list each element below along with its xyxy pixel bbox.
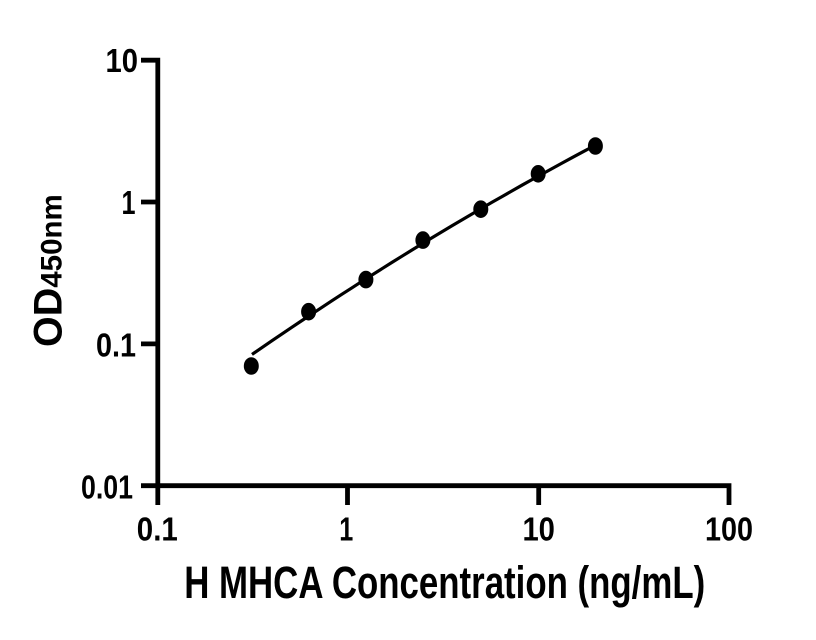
svg-text:0.1: 0.1 bbox=[137, 511, 178, 548]
svg-text:0.1: 0.1 bbox=[96, 326, 136, 363]
svg-text:100: 100 bbox=[705, 511, 753, 548]
svg-text:OD450nm: OD450nm bbox=[27, 194, 71, 347]
svg-text:H MHCA Concentration (ng/mL): H MHCA Concentration (ng/mL) bbox=[184, 557, 705, 608]
svg-text:0.01: 0.01 bbox=[81, 468, 133, 505]
svg-text:10: 10 bbox=[106, 42, 139, 79]
svg-text:1: 1 bbox=[339, 511, 353, 548]
svg-text:1: 1 bbox=[122, 184, 136, 221]
svg-text:10: 10 bbox=[522, 511, 555, 548]
